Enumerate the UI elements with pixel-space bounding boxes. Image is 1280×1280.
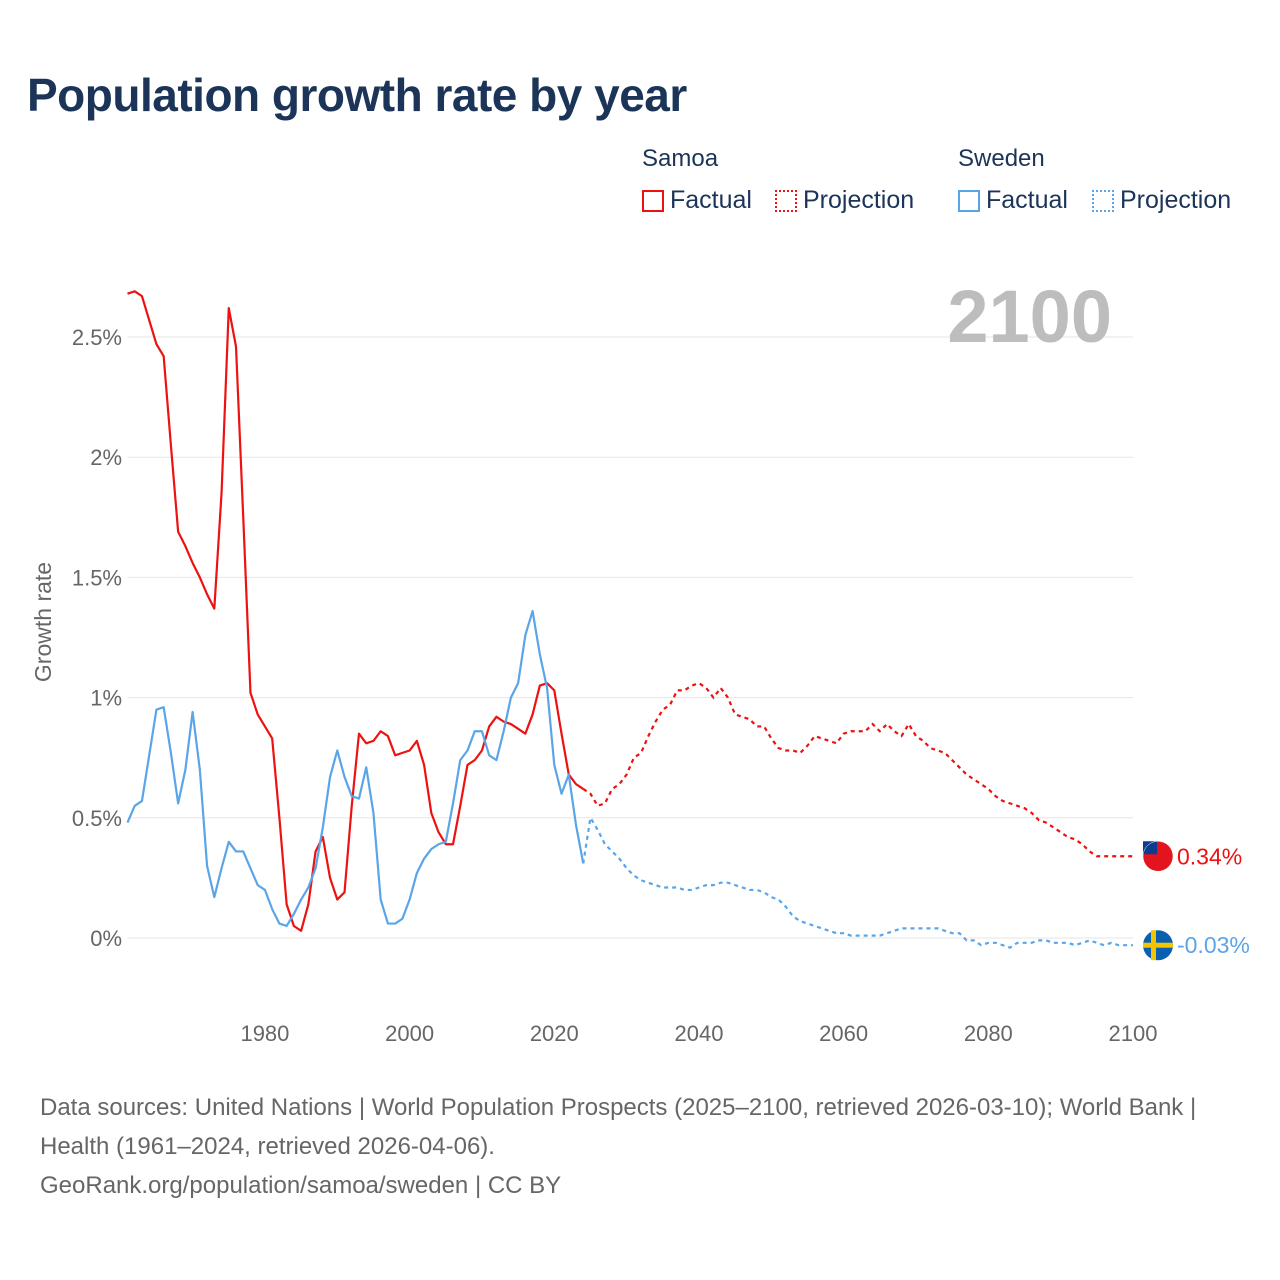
x-tick-label: 1980 [240, 1021, 289, 1046]
y-tick-label: 2% [90, 445, 122, 470]
samoa-factual-line [127, 290, 584, 932]
y-tick-label: 2.5% [72, 325, 122, 350]
sources-text: Data sources: United Nations | World Pop… [40, 1094, 1197, 1160]
legend-samoa-projection[interactable]: Projection [775, 186, 914, 215]
legend-label: Projection [1120, 186, 1232, 214]
samoa-flag-canton [1143, 841, 1157, 855]
samoa-end-value: 0.34% [1177, 843, 1242, 869]
x-tick-label: 2040 [674, 1021, 723, 1046]
x-tick-label: 2020 [530, 1021, 579, 1046]
sweden-end-value: -0.03% [1177, 932, 1250, 958]
year-watermark: 2100 [947, 275, 1112, 358]
solid-swatch-icon [958, 189, 980, 212]
x-tick-label: 2080 [964, 1021, 1013, 1046]
flag-outline [1142, 841, 1174, 872]
samoa-projection-line [582, 681, 1133, 858]
x-tick-label: 2000 [385, 1021, 434, 1046]
legend-label: Factual [986, 186, 1068, 214]
chart-title: Population growth rate by year [27, 69, 687, 121]
y-tick-label: 1.5% [72, 565, 122, 590]
x-tick-label: 2100 [1109, 1021, 1158, 1046]
sweden-flag-cross-h [1143, 942, 1173, 948]
y-tick-label: 0% [90, 926, 122, 951]
attribution-link[interactable]: GeoRank.org/population/samoa/sweden | CC… [40, 1172, 562, 1199]
solid-swatch-icon [642, 189, 664, 212]
legend-label: Projection [803, 186, 915, 214]
dotted-swatch-icon [1092, 189, 1114, 212]
data-sources: Data sources: United Nations | World Pop… [40, 1088, 1240, 1205]
legend-sweden-projection[interactable]: Projection [1092, 186, 1231, 215]
legend-samoa-heading: Samoa [642, 145, 719, 172]
legend-sweden-heading: Sweden [958, 145, 1045, 172]
legend-samoa-factual[interactable]: Factual [642, 186, 752, 215]
y-tick-label: 0.5% [72, 806, 122, 831]
y-axis-label: Growth rate [30, 562, 56, 682]
dotted-swatch-icon [775, 189, 797, 212]
x-tick-label: 2060 [819, 1021, 868, 1046]
sweden-projection-line [582, 814, 1133, 949]
legend-label: Factual [670, 186, 752, 214]
sweden-factual-line [126, 609, 585, 928]
legend-sweden-factual[interactable]: Factual [958, 186, 1068, 215]
y-tick-label: 1% [90, 686, 122, 711]
